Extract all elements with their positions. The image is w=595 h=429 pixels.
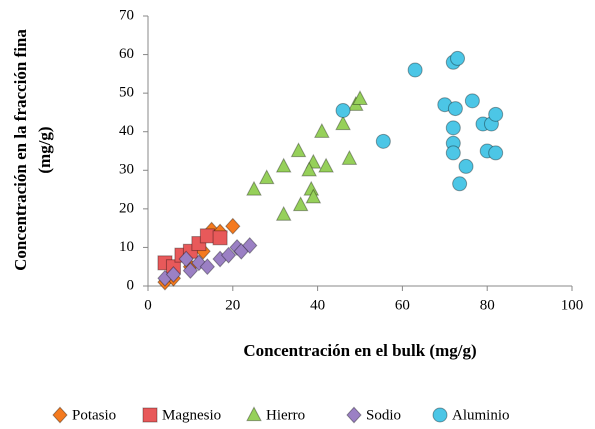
legend-label: Aluminio (452, 407, 510, 423)
legend-marker (432, 407, 448, 423)
x-tick-label: 100 (561, 297, 584, 313)
y-tick-label: 40 (119, 123, 134, 139)
x-tick-label: 40 (310, 297, 325, 313)
point (199, 258, 216, 276)
y-axis-label: Concentración en la fracción fina (11, 29, 30, 271)
point (488, 106, 504, 122)
legend-label: Magnesio (162, 407, 221, 423)
y-tick-label: 70 (119, 7, 134, 23)
point (275, 157, 292, 173)
point (258, 169, 275, 185)
legend-label: Hierro (266, 407, 305, 423)
y-tick-label: 60 (119, 46, 134, 62)
y-tick-label: 20 (119, 200, 134, 216)
point (178, 250, 194, 268)
point (375, 133, 391, 149)
point (464, 93, 480, 109)
point (335, 115, 351, 131)
point (290, 142, 307, 158)
x-tick-label: 20 (225, 297, 240, 313)
point (488, 145, 504, 161)
point (458, 158, 474, 174)
legend-label: Potasio (72, 407, 116, 423)
point (212, 230, 228, 246)
point (318, 157, 334, 173)
x-tick-label: 80 (480, 297, 495, 313)
point (242, 237, 258, 254)
point (447, 101, 463, 117)
legend-marker (52, 406, 68, 424)
point (445, 145, 461, 161)
y-tick-label: 0 (127, 277, 135, 293)
y-tick-label: 10 (119, 239, 134, 255)
point (220, 246, 237, 264)
legend-marker (142, 407, 158, 423)
legend-label: Sodio (366, 407, 401, 423)
y-axis-label: (mg/g) (35, 126, 54, 173)
point (314, 122, 330, 138)
x-tick-label: 60 (395, 297, 410, 313)
point (246, 180, 262, 196)
point (341, 149, 358, 165)
point (452, 176, 468, 192)
x-tick-label: 0 (144, 297, 152, 313)
point (182, 262, 199, 280)
y-tick-label: 50 (119, 85, 134, 101)
point (292, 196, 309, 212)
legend-marker (346, 406, 362, 424)
point (225, 217, 241, 235)
point (352, 90, 368, 106)
point (301, 161, 317, 177)
y-tick-label: 30 (119, 162, 134, 178)
point (335, 103, 351, 118)
point (275, 205, 292, 221)
point (450, 50, 466, 66)
point (445, 120, 461, 136)
point (165, 265, 182, 283)
x-axis-label: Concentración en el bulk (mg/g) (243, 341, 476, 360)
point (199, 228, 215, 244)
point (305, 188, 322, 204)
legend-marker (246, 406, 262, 422)
point (407, 62, 423, 78)
